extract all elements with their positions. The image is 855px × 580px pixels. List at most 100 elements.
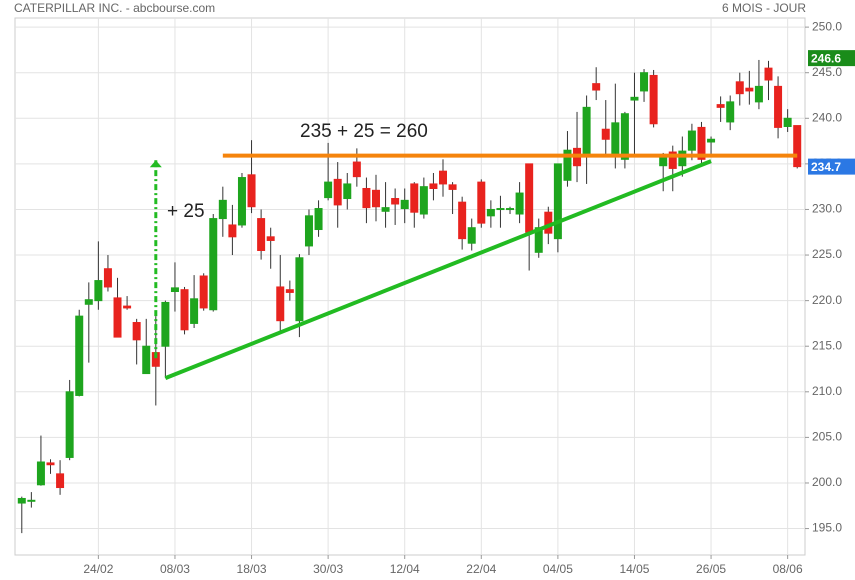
candle-body <box>745 87 754 92</box>
candle-body <box>774 85 783 128</box>
y-tick-label: 220.0 <box>812 293 842 307</box>
x-tick-label: 08/06 <box>773 562 803 576</box>
candle-body <box>687 130 696 151</box>
arrow-head <box>149 160 162 168</box>
price-label-box <box>808 50 855 67</box>
x-tick-label: 04/05 <box>543 562 573 576</box>
candle-body <box>266 236 275 241</box>
candle-body <box>209 218 218 311</box>
candle-body <box>486 208 495 217</box>
y-tick-label: 205.0 <box>812 430 842 444</box>
candle-body <box>36 461 45 486</box>
candle-body <box>611 122 620 155</box>
candle-body <box>400 199 409 210</box>
candle-body <box>94 280 103 302</box>
candle-body <box>56 473 65 489</box>
candle-body <box>640 72 649 92</box>
candle-body <box>659 156 668 167</box>
chart-subtitle: 6 MOIS - JOUR <box>722 1 806 15</box>
y-tick-label: 225.0 <box>812 247 842 261</box>
candle-body <box>228 224 237 238</box>
candle-body <box>132 322 141 341</box>
candle-body <box>764 67 773 81</box>
x-tick-label: 24/02 <box>83 562 113 576</box>
candle-body <box>697 126 706 160</box>
x-tick-label: 30/03 <box>313 562 343 576</box>
candle-body <box>563 149 572 181</box>
candle-body <box>783 117 792 127</box>
candle-body <box>381 207 390 212</box>
y-tick-label: 250.0 <box>812 19 842 33</box>
y-tick-label: 215.0 <box>812 338 842 352</box>
candle-body <box>391 198 400 205</box>
candle-body <box>707 138 716 143</box>
candle-body <box>352 161 361 178</box>
candle-body <box>601 128 610 140</box>
candle-body <box>27 499 36 502</box>
candle-body <box>142 345 151 375</box>
candle-body <box>458 201 467 240</box>
candle-body <box>439 170 448 185</box>
x-tick-label: 08/03 <box>160 562 190 576</box>
x-tick-label: 14/05 <box>619 562 649 576</box>
candle-body <box>75 315 84 396</box>
plot-frame <box>14 17 806 556</box>
candle-body <box>793 125 802 168</box>
candle-body <box>237 177 246 226</box>
candle-body <box>343 183 352 200</box>
candle-body <box>257 218 266 251</box>
candle-body <box>161 301 170 347</box>
candle-body <box>199 275 208 309</box>
candle-body <box>716 104 725 108</box>
candle-body <box>419 186 428 215</box>
chart-title: CATERPILLAR INC. - abcbourse.com <box>14 1 215 15</box>
candle-body <box>103 268 112 288</box>
candle-body <box>113 297 122 338</box>
candle-body <box>362 187 371 209</box>
candle-body <box>84 299 93 305</box>
candle-body <box>65 391 74 458</box>
candle-body <box>324 181 333 199</box>
candle-body <box>477 181 486 224</box>
candle-body <box>429 183 438 189</box>
candle-body <box>218 199 227 220</box>
y-tick-label: 210.0 <box>812 384 842 398</box>
candle-body <box>314 208 323 231</box>
price-label: 246.6 <box>811 51 841 65</box>
candle-body <box>649 74 658 125</box>
candle-body <box>726 101 735 123</box>
y-tick-label: 195.0 <box>812 521 842 535</box>
candle-body <box>592 83 601 91</box>
y-tick-label: 240.0 <box>812 110 842 124</box>
y-tick-label: 245.0 <box>812 65 842 79</box>
candle-body <box>170 287 179 293</box>
candle-body <box>506 208 515 211</box>
x-tick-label: 22/04 <box>466 562 496 576</box>
candle-body <box>46 462 55 466</box>
candle-body <box>467 227 476 244</box>
candle-body <box>304 215 313 247</box>
annotation-text: + 25 <box>167 201 205 222</box>
candle-body <box>553 163 562 240</box>
candle-body <box>285 289 294 293</box>
candle-body <box>295 257 304 322</box>
candle-body <box>276 286 285 322</box>
candle-body <box>448 184 457 190</box>
candle-body <box>668 151 677 169</box>
candle-body <box>544 211 553 234</box>
price-label: 234.7 <box>811 160 841 174</box>
candle-body <box>582 106 591 158</box>
candle-body <box>180 289 189 331</box>
trendline-line <box>164 159 712 380</box>
x-tick-label: 26/05 <box>696 562 726 576</box>
candle-body <box>247 174 256 208</box>
y-tick-label: 230.0 <box>812 202 842 216</box>
candle-body <box>630 96 639 101</box>
candle-body <box>525 163 534 233</box>
candle-body <box>620 113 629 160</box>
candle-body <box>754 85 763 103</box>
candle-body <box>496 208 505 211</box>
candle-body <box>333 178 342 206</box>
x-tick-label: 18/03 <box>237 562 267 576</box>
